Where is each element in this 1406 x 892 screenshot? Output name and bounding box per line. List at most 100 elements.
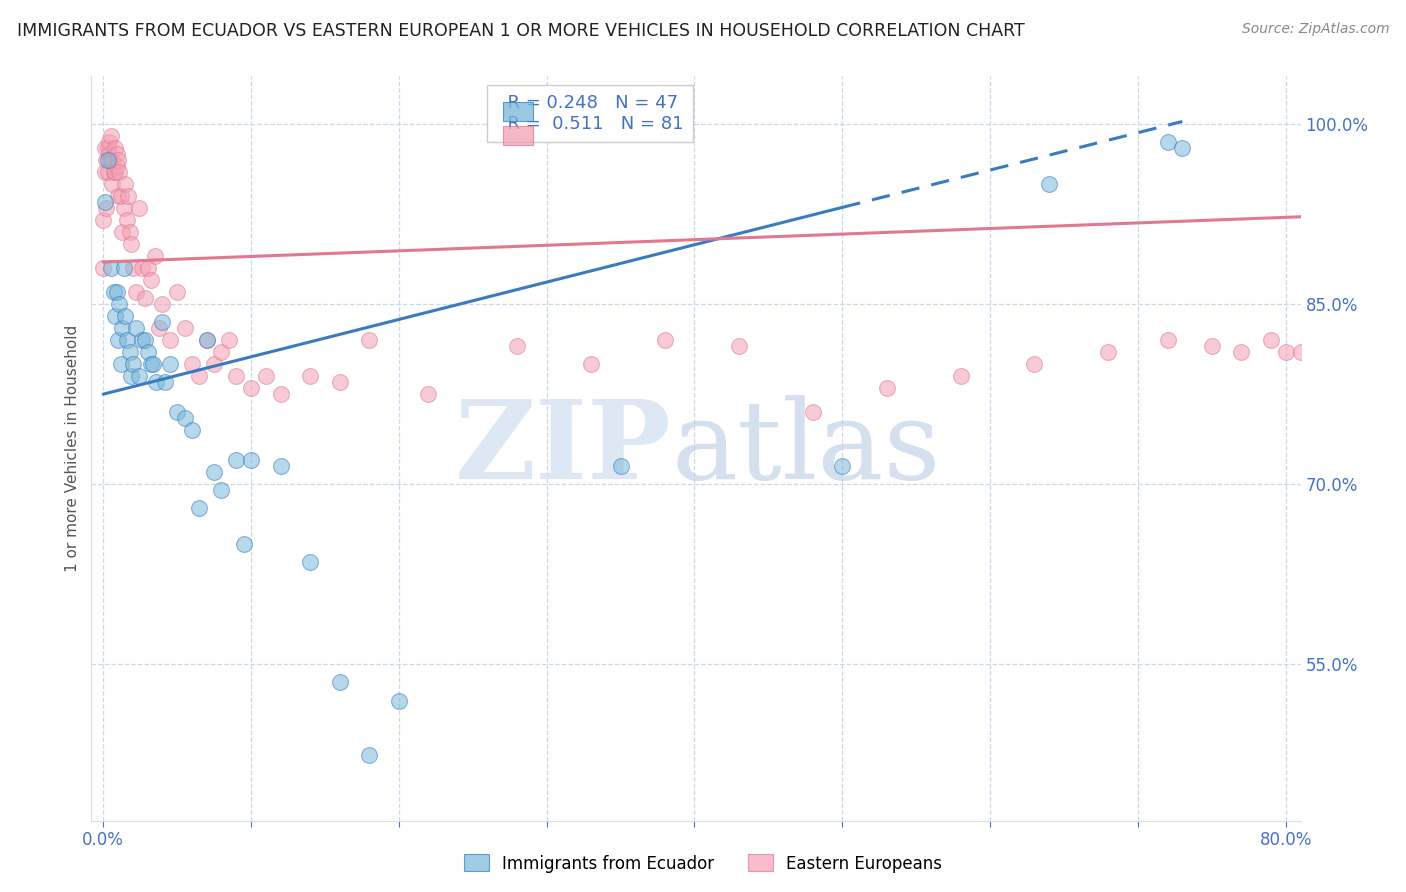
Immigrants from Ecuador xyxy=(125,321,148,335)
Text: ZIP: ZIP xyxy=(456,395,672,501)
Eastern Europeans xyxy=(118,225,141,239)
Eastern Europeans xyxy=(93,165,115,179)
Eastern Europeans xyxy=(1274,345,1296,359)
Eastern Europeans xyxy=(105,147,128,161)
Immigrants from Ecuador xyxy=(112,260,135,275)
Eastern Europeans xyxy=(98,135,121,149)
Eastern Europeans xyxy=(166,285,188,299)
Eastern Europeans xyxy=(143,249,166,263)
Immigrants from Ecuador xyxy=(131,333,153,347)
Eastern Europeans xyxy=(801,405,824,419)
Immigrants from Ecuador xyxy=(831,459,853,474)
Eastern Europeans xyxy=(107,189,129,203)
Immigrants from Ecuador xyxy=(232,537,254,551)
Immigrants from Ecuador xyxy=(104,309,127,323)
Immigrants from Ecuador xyxy=(100,260,122,275)
Eastern Europeans xyxy=(91,213,114,227)
Eastern Europeans xyxy=(101,153,124,167)
Immigrants from Ecuador xyxy=(114,309,136,323)
Immigrants from Ecuador xyxy=(329,675,352,690)
Immigrants from Ecuador xyxy=(110,357,132,371)
Eastern Europeans xyxy=(270,387,292,401)
Immigrants from Ecuador xyxy=(115,333,138,347)
Immigrants from Ecuador xyxy=(180,423,202,437)
Eastern Europeans xyxy=(107,153,129,167)
Text: Source: ZipAtlas.com: Source: ZipAtlas.com xyxy=(1241,22,1389,37)
Eastern Europeans xyxy=(180,357,202,371)
Y-axis label: 1 or more Vehicles in Household: 1 or more Vehicles in Household xyxy=(65,325,80,572)
Eastern Europeans xyxy=(100,128,122,143)
Immigrants from Ecuador xyxy=(93,194,115,209)
Immigrants from Ecuador xyxy=(107,333,129,347)
Eastern Europeans xyxy=(1393,339,1406,353)
Immigrants from Ecuador xyxy=(159,357,181,371)
Eastern Europeans xyxy=(359,333,381,347)
Eastern Europeans xyxy=(1305,339,1327,353)
Immigrants from Ecuador xyxy=(121,357,143,371)
Immigrants from Ecuador xyxy=(173,411,195,425)
Eastern Europeans xyxy=(218,333,240,347)
Eastern Europeans xyxy=(96,201,118,215)
Eastern Europeans xyxy=(1024,357,1046,371)
Immigrants from Ecuador xyxy=(145,375,167,389)
Eastern Europeans xyxy=(1378,345,1400,359)
Immigrants from Ecuador xyxy=(136,345,159,359)
Eastern Europeans xyxy=(876,381,898,395)
Immigrants from Ecuador xyxy=(128,369,150,384)
Immigrants from Ecuador xyxy=(118,345,141,359)
Eastern Europeans xyxy=(195,333,218,347)
Eastern Europeans xyxy=(131,260,153,275)
Immigrants from Ecuador xyxy=(299,555,322,569)
Eastern Europeans xyxy=(159,333,181,347)
Immigrants from Ecuador xyxy=(388,693,411,707)
Eastern Europeans xyxy=(654,333,676,347)
Eastern Europeans xyxy=(506,339,529,353)
FancyBboxPatch shape xyxy=(502,102,533,120)
Immigrants from Ecuador xyxy=(240,453,263,467)
Eastern Europeans xyxy=(97,141,120,155)
Eastern Europeans xyxy=(1364,339,1386,353)
Text: atlas: atlas xyxy=(672,395,942,501)
Eastern Europeans xyxy=(104,165,127,179)
Eastern Europeans xyxy=(579,357,602,371)
Immigrants from Ecuador xyxy=(139,357,162,371)
Eastern Europeans xyxy=(125,285,148,299)
Eastern Europeans xyxy=(148,321,170,335)
Eastern Europeans xyxy=(111,225,134,239)
Eastern Europeans xyxy=(240,381,263,395)
Eastern Europeans xyxy=(188,369,211,384)
Eastern Europeans xyxy=(1260,333,1282,347)
Eastern Europeans xyxy=(173,321,195,335)
Immigrants from Ecuador xyxy=(202,465,225,479)
Eastern Europeans xyxy=(1230,345,1253,359)
Immigrants from Ecuador xyxy=(1038,177,1060,191)
Eastern Europeans xyxy=(121,260,143,275)
Immigrants from Ecuador xyxy=(359,747,381,762)
Immigrants from Ecuador xyxy=(195,333,218,347)
Immigrants from Ecuador xyxy=(225,453,247,467)
Eastern Europeans xyxy=(1348,345,1371,359)
Eastern Europeans xyxy=(134,291,156,305)
Immigrants from Ecuador xyxy=(105,285,128,299)
Eastern Europeans xyxy=(115,213,138,227)
Eastern Europeans xyxy=(100,153,122,167)
Eastern Europeans xyxy=(1201,339,1223,353)
Eastern Europeans xyxy=(225,369,247,384)
Eastern Europeans xyxy=(108,165,131,179)
Eastern Europeans xyxy=(128,201,150,215)
Eastern Europeans xyxy=(96,153,118,167)
Eastern Europeans xyxy=(112,201,135,215)
Immigrants from Ecuador xyxy=(142,357,165,371)
Immigrants from Ecuador xyxy=(211,483,233,498)
Eastern Europeans xyxy=(1097,345,1119,359)
Immigrants from Ecuador xyxy=(120,369,142,384)
Eastern Europeans xyxy=(110,189,132,203)
Immigrants from Ecuador xyxy=(108,297,131,311)
Immigrants from Ecuador xyxy=(150,315,173,329)
Eastern Europeans xyxy=(211,345,233,359)
Eastern Europeans xyxy=(254,369,277,384)
Eastern Europeans xyxy=(114,177,136,191)
Eastern Europeans xyxy=(136,260,159,275)
FancyBboxPatch shape xyxy=(502,127,533,145)
Eastern Europeans xyxy=(117,189,139,203)
